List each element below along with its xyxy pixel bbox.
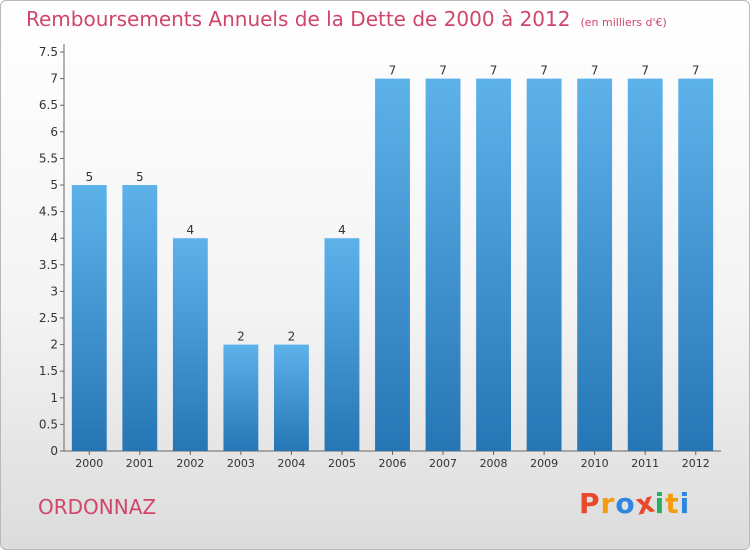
y-tick-label: 0.5	[39, 417, 58, 431]
data-label-2003: 2	[237, 330, 245, 344]
data-label-2004: 2	[288, 330, 296, 344]
bar-2012	[678, 78, 714, 451]
bar-2009	[526, 78, 562, 451]
bar-2007	[425, 78, 461, 451]
logo-letter: o	[615, 487, 636, 520]
y-tick-label: 7.5	[39, 45, 58, 59]
bars	[71, 78, 714, 451]
data-label-2012: 7	[692, 64, 700, 78]
chart-title-text: Remboursements Annuels de la Dette de 20…	[26, 7, 571, 31]
logo-letter: i	[679, 487, 691, 520]
x-tick-label-2010: 2010	[581, 457, 609, 470]
bar-2003	[223, 344, 259, 451]
x-tick-label-2009: 2009	[530, 457, 558, 470]
data-label-2010: 7	[591, 64, 599, 78]
data-label-2000: 5	[85, 170, 93, 184]
logo-letter: r	[600, 487, 616, 520]
data-label-2005: 4	[338, 223, 346, 237]
y-tick-label: 6.5	[39, 98, 58, 112]
data-label-2011: 7	[641, 64, 649, 78]
y-tick-label: 5	[50, 178, 58, 192]
bar-2008	[476, 78, 512, 451]
logo-letter: i	[654, 487, 666, 520]
bar-2010	[577, 78, 613, 451]
x-tick-label-2011: 2011	[631, 457, 659, 470]
data-label-2008: 7	[490, 64, 498, 78]
x-tick-label-2001: 2001	[126, 457, 154, 470]
x-tick-label-2000: 2000	[75, 457, 103, 470]
city-name: ORDONNAZ	[38, 495, 157, 519]
bar-2000	[71, 185, 107, 451]
x-tick-label-2006: 2006	[379, 457, 407, 470]
y-tick-label: 0	[50, 444, 58, 458]
data-label-2007: 7	[439, 64, 447, 78]
bar-2001	[122, 185, 158, 451]
y-tick-label: 4	[50, 231, 58, 245]
x-tick-label-2007: 2007	[429, 457, 457, 470]
y-tick-label: 4.5	[39, 205, 58, 219]
data-label-2001: 5	[136, 170, 144, 184]
bar-2006	[375, 78, 410, 451]
data-labels: 5 5 4 2 2 4 7 7 7 7 7 7 7	[85, 64, 699, 344]
x-tick-label-2008: 2008	[480, 457, 508, 470]
x-tick-label-2002: 2002	[176, 457, 204, 470]
x-tick-label-2003: 2003	[227, 457, 255, 470]
logo-letter: P	[579, 487, 601, 520]
proxiti-logo[interactable]: Proxiti	[579, 485, 691, 521]
data-label-2002: 4	[187, 223, 195, 237]
chart-title: Remboursements Annuels de la Dette de 20…	[26, 7, 667, 31]
y-tick-label: 3.5	[39, 258, 58, 272]
y-tick-label: 5.5	[39, 151, 58, 165]
logo-letter: t	[665, 487, 680, 520]
x-tick-label-2012: 2012	[682, 457, 710, 470]
bar-2002	[172, 238, 208, 451]
y-tick-label: 1.5	[39, 364, 58, 378]
y-tick-label: 2	[50, 338, 58, 352]
bar-2005	[324, 238, 360, 451]
chart-unit: (en milliers d'€)	[580, 16, 667, 29]
bar-2004	[273, 344, 309, 451]
y-tick-label: 7	[50, 72, 58, 86]
axes: 0 0.5 1 1.5 2 2.5 3 3.5 4 4.5 5 5.5 6 6.5 7 7.5 2000 2001…	[39, 44, 721, 470]
data-label-2009: 7	[540, 64, 548, 78]
y-tick-label: 6	[50, 125, 58, 139]
x-tick-label-2005: 2005	[328, 457, 356, 470]
bar-2011	[627, 78, 663, 451]
data-label-2006: 7	[389, 64, 397, 78]
x-tick-label-2004: 2004	[277, 457, 305, 470]
y-tick-label: 2.5	[39, 311, 58, 325]
y-tick-label: 3	[50, 284, 58, 298]
y-tick-label: 1	[50, 391, 58, 405]
